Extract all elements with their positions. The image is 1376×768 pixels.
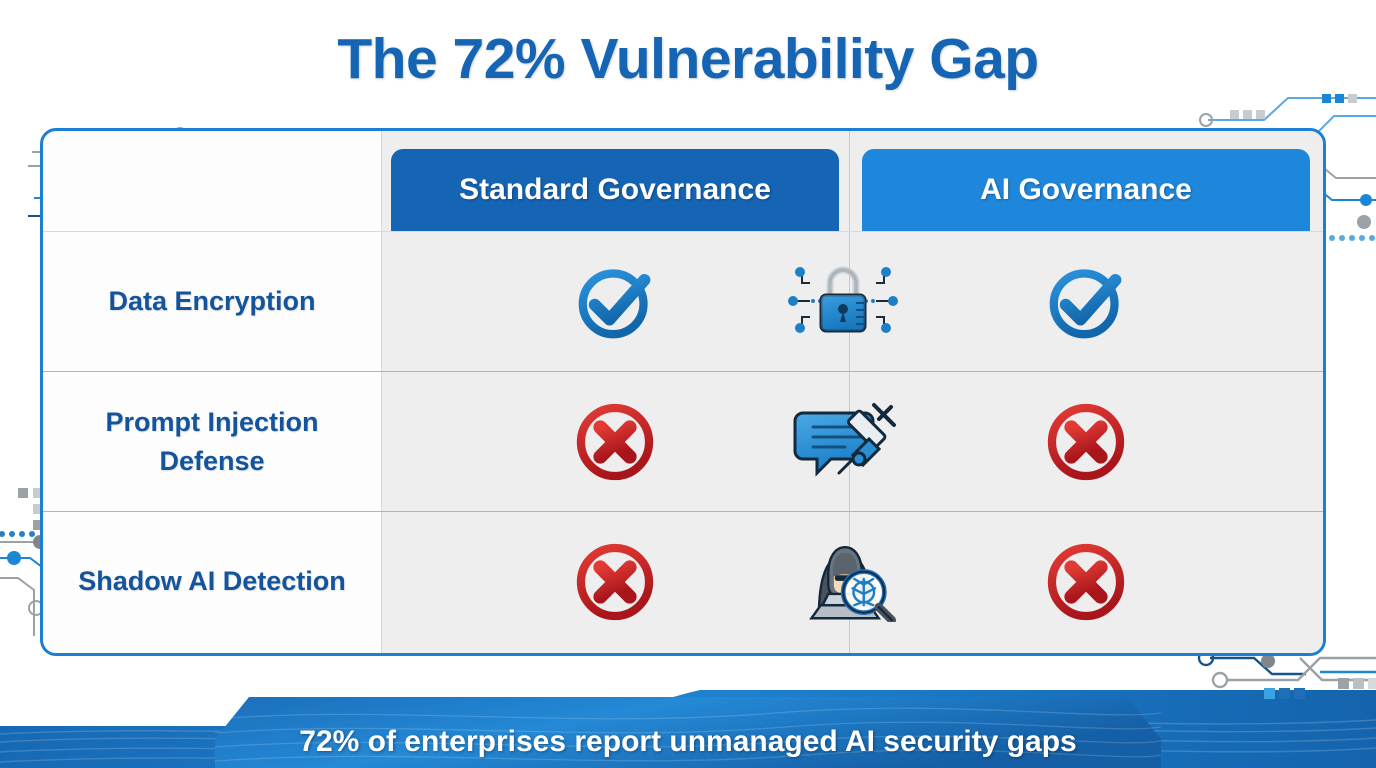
cell-ai-data-encryption: [849, 232, 1323, 371]
table-row: Shadow AI Detection: [43, 511, 1323, 651]
header-tab-ai-governance[interactable]: AI Governance: [862, 149, 1310, 231]
cross-circle-icon: [576, 403, 654, 480]
header-corner-blank: [43, 131, 381, 231]
page-title: The 72% Vulnerability Gap: [337, 27, 1039, 91]
chat-syringe-icon: [793, 403, 896, 477]
table-header-row: Standard Governance AI Governance: [43, 131, 1323, 231]
stat-banner-text: 72% of enterprises report unmanaged AI s…: [299, 724, 1077, 758]
hooded-hacker-brain-magnifier-icon: [809, 546, 897, 622]
row-label-prompt-injection-defense: Prompt Injection Defense: [105, 407, 319, 476]
padlock-circuit-icon: [788, 266, 898, 333]
header-cell-ai: AI Governance: [849, 131, 1323, 231]
comparison-table: Standard Governance AI Governance Data E…: [43, 131, 1323, 653]
column-divider-labels: [381, 131, 382, 653]
header-tab-standard-governance[interactable]: Standard Governance: [391, 149, 839, 231]
cross-circle-icon: [576, 543, 654, 620]
cross-circle-icon: [1047, 403, 1125, 480]
cell-ai-prompt-injection: [849, 372, 1323, 511]
row-label-shadow-ai-detection: Shadow AI Detection: [78, 566, 346, 597]
column-divider-middle: [849, 131, 850, 653]
cell-standard-shadow-ai: [381, 512, 849, 651]
cell-ai-shadow-ai: [849, 512, 1323, 651]
table-row: Data Encryption: [43, 231, 1323, 371]
row-label-cell: Data Encryption: [43, 232, 381, 371]
header-cell-standard: Standard Governance: [381, 131, 849, 231]
cross-circle-icon: [1047, 543, 1125, 620]
comparison-table-card: Standard Governance AI Governance Data E…: [40, 128, 1326, 656]
cell-standard-data-encryption: [381, 232, 849, 371]
row-label-data-encryption: Data Encryption: [108, 286, 316, 317]
check-circle-icon: [1049, 268, 1122, 338]
stat-banner: 72% of enterprises report unmanaged AI s…: [215, 697, 1161, 768]
cell-standard-prompt-injection: [381, 372, 849, 511]
table-row: Prompt Injection Defense: [43, 371, 1323, 511]
row-label-cell: Shadow AI Detection: [43, 512, 381, 651]
row-label-cell: Prompt Injection Defense: [43, 372, 381, 511]
check-circle-icon: [578, 268, 651, 338]
